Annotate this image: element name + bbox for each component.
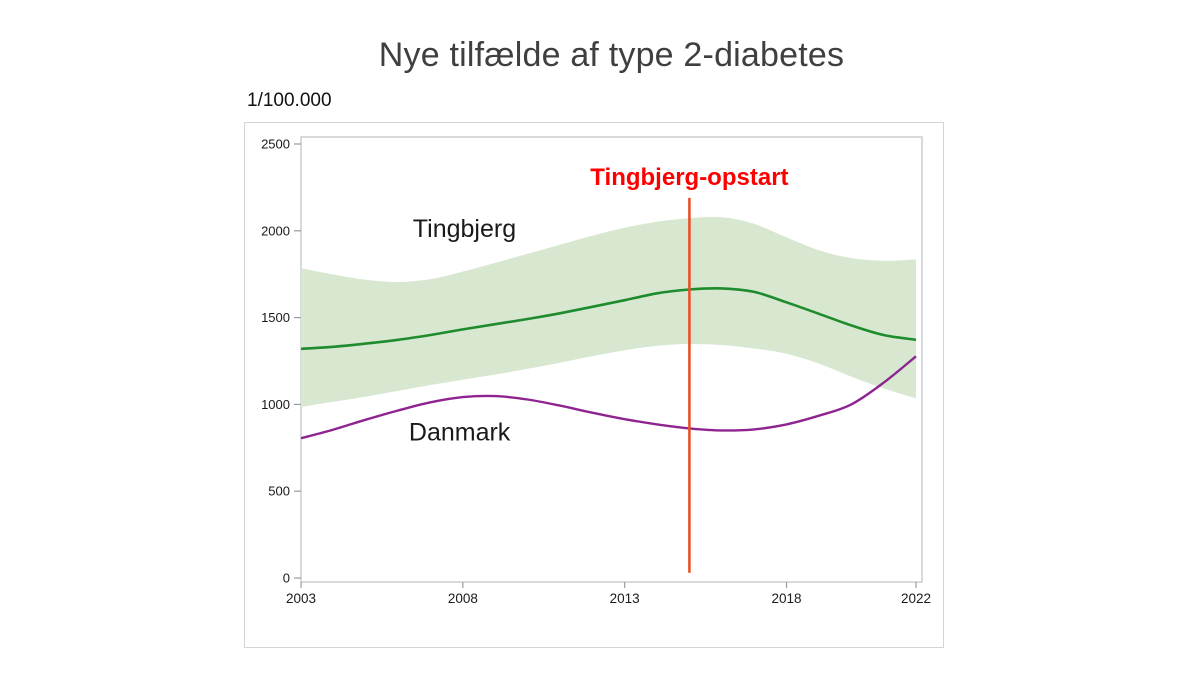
x-tick-label: 2018	[772, 591, 802, 606]
tingbjerg-confidence-band	[301, 216, 916, 407]
series-label-danmark: Danmark	[409, 418, 511, 446]
y-tick-label: 1000	[261, 397, 290, 412]
chart-title: Nye tilfælde af type 2-diabetes	[378, 36, 845, 74]
y-tick-label: 1500	[261, 310, 290, 325]
chart-panel: 0 500 1000 1500 2000 2500 2003 2008 2013 2018 2022…	[244, 122, 944, 648]
danmark-line	[300, 355, 917, 440]
y-tick-label: 2500	[261, 137, 290, 152]
series-label-tingbjerg: Tingbjerg	[413, 215, 516, 243]
tingbjerg-line	[300, 286, 917, 351]
x-tick-label: 2003	[286, 591, 316, 606]
y-tick-label: 500	[268, 484, 290, 499]
y-axis-unit-label: 1/100.000	[247, 90, 332, 111]
x-tick-label: 2008	[448, 591, 478, 606]
x-tick-label: 2013	[610, 591, 640, 606]
tingbjerg-opstart-label: Tingbjerg-opstart	[590, 164, 788, 191]
y-tick-label: 2000	[261, 223, 290, 238]
y-tick-label: 0	[283, 571, 290, 586]
diabetes-incidence-chart: 0 500 1000 1500 2000 2500 2003 2008 2013 2018 2022…	[261, 136, 931, 606]
x-tick-label: 2022	[901, 591, 931, 606]
